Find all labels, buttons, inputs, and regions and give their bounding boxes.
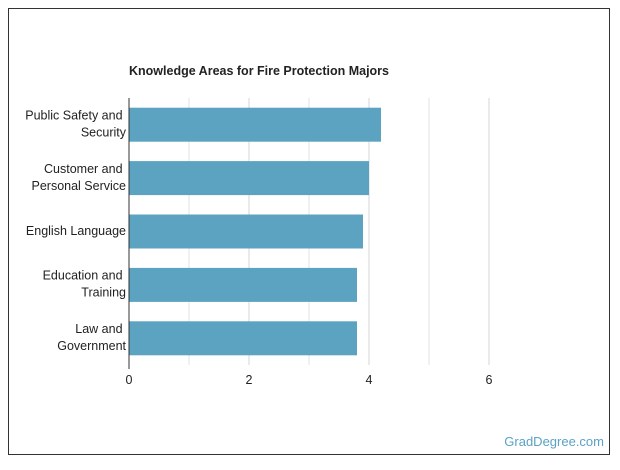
watermark: GradDegree.com <box>504 434 604 449</box>
bar <box>129 267 357 302</box>
chart-title: Knowledge Areas for Fire Protection Majo… <box>129 64 389 78</box>
y-tick-label: Customer and Personal Service <box>32 162 127 193</box>
x-tick-label: 2 <box>246 373 253 387</box>
bar <box>129 107 381 142</box>
y-tick-label: Law and Government <box>57 322 126 353</box>
x-tick-label: 4 <box>366 373 373 387</box>
y-tick-label: Public Safety and Security <box>25 108 127 139</box>
bar <box>129 214 363 249</box>
x-tick-label: 6 <box>486 373 493 387</box>
y-tick-label: Education and Training <box>43 269 126 300</box>
bar <box>129 161 369 196</box>
x-tick-label: 0 <box>126 373 133 387</box>
y-tick-label: English Language <box>26 224 126 238</box>
bar <box>129 321 357 356</box>
